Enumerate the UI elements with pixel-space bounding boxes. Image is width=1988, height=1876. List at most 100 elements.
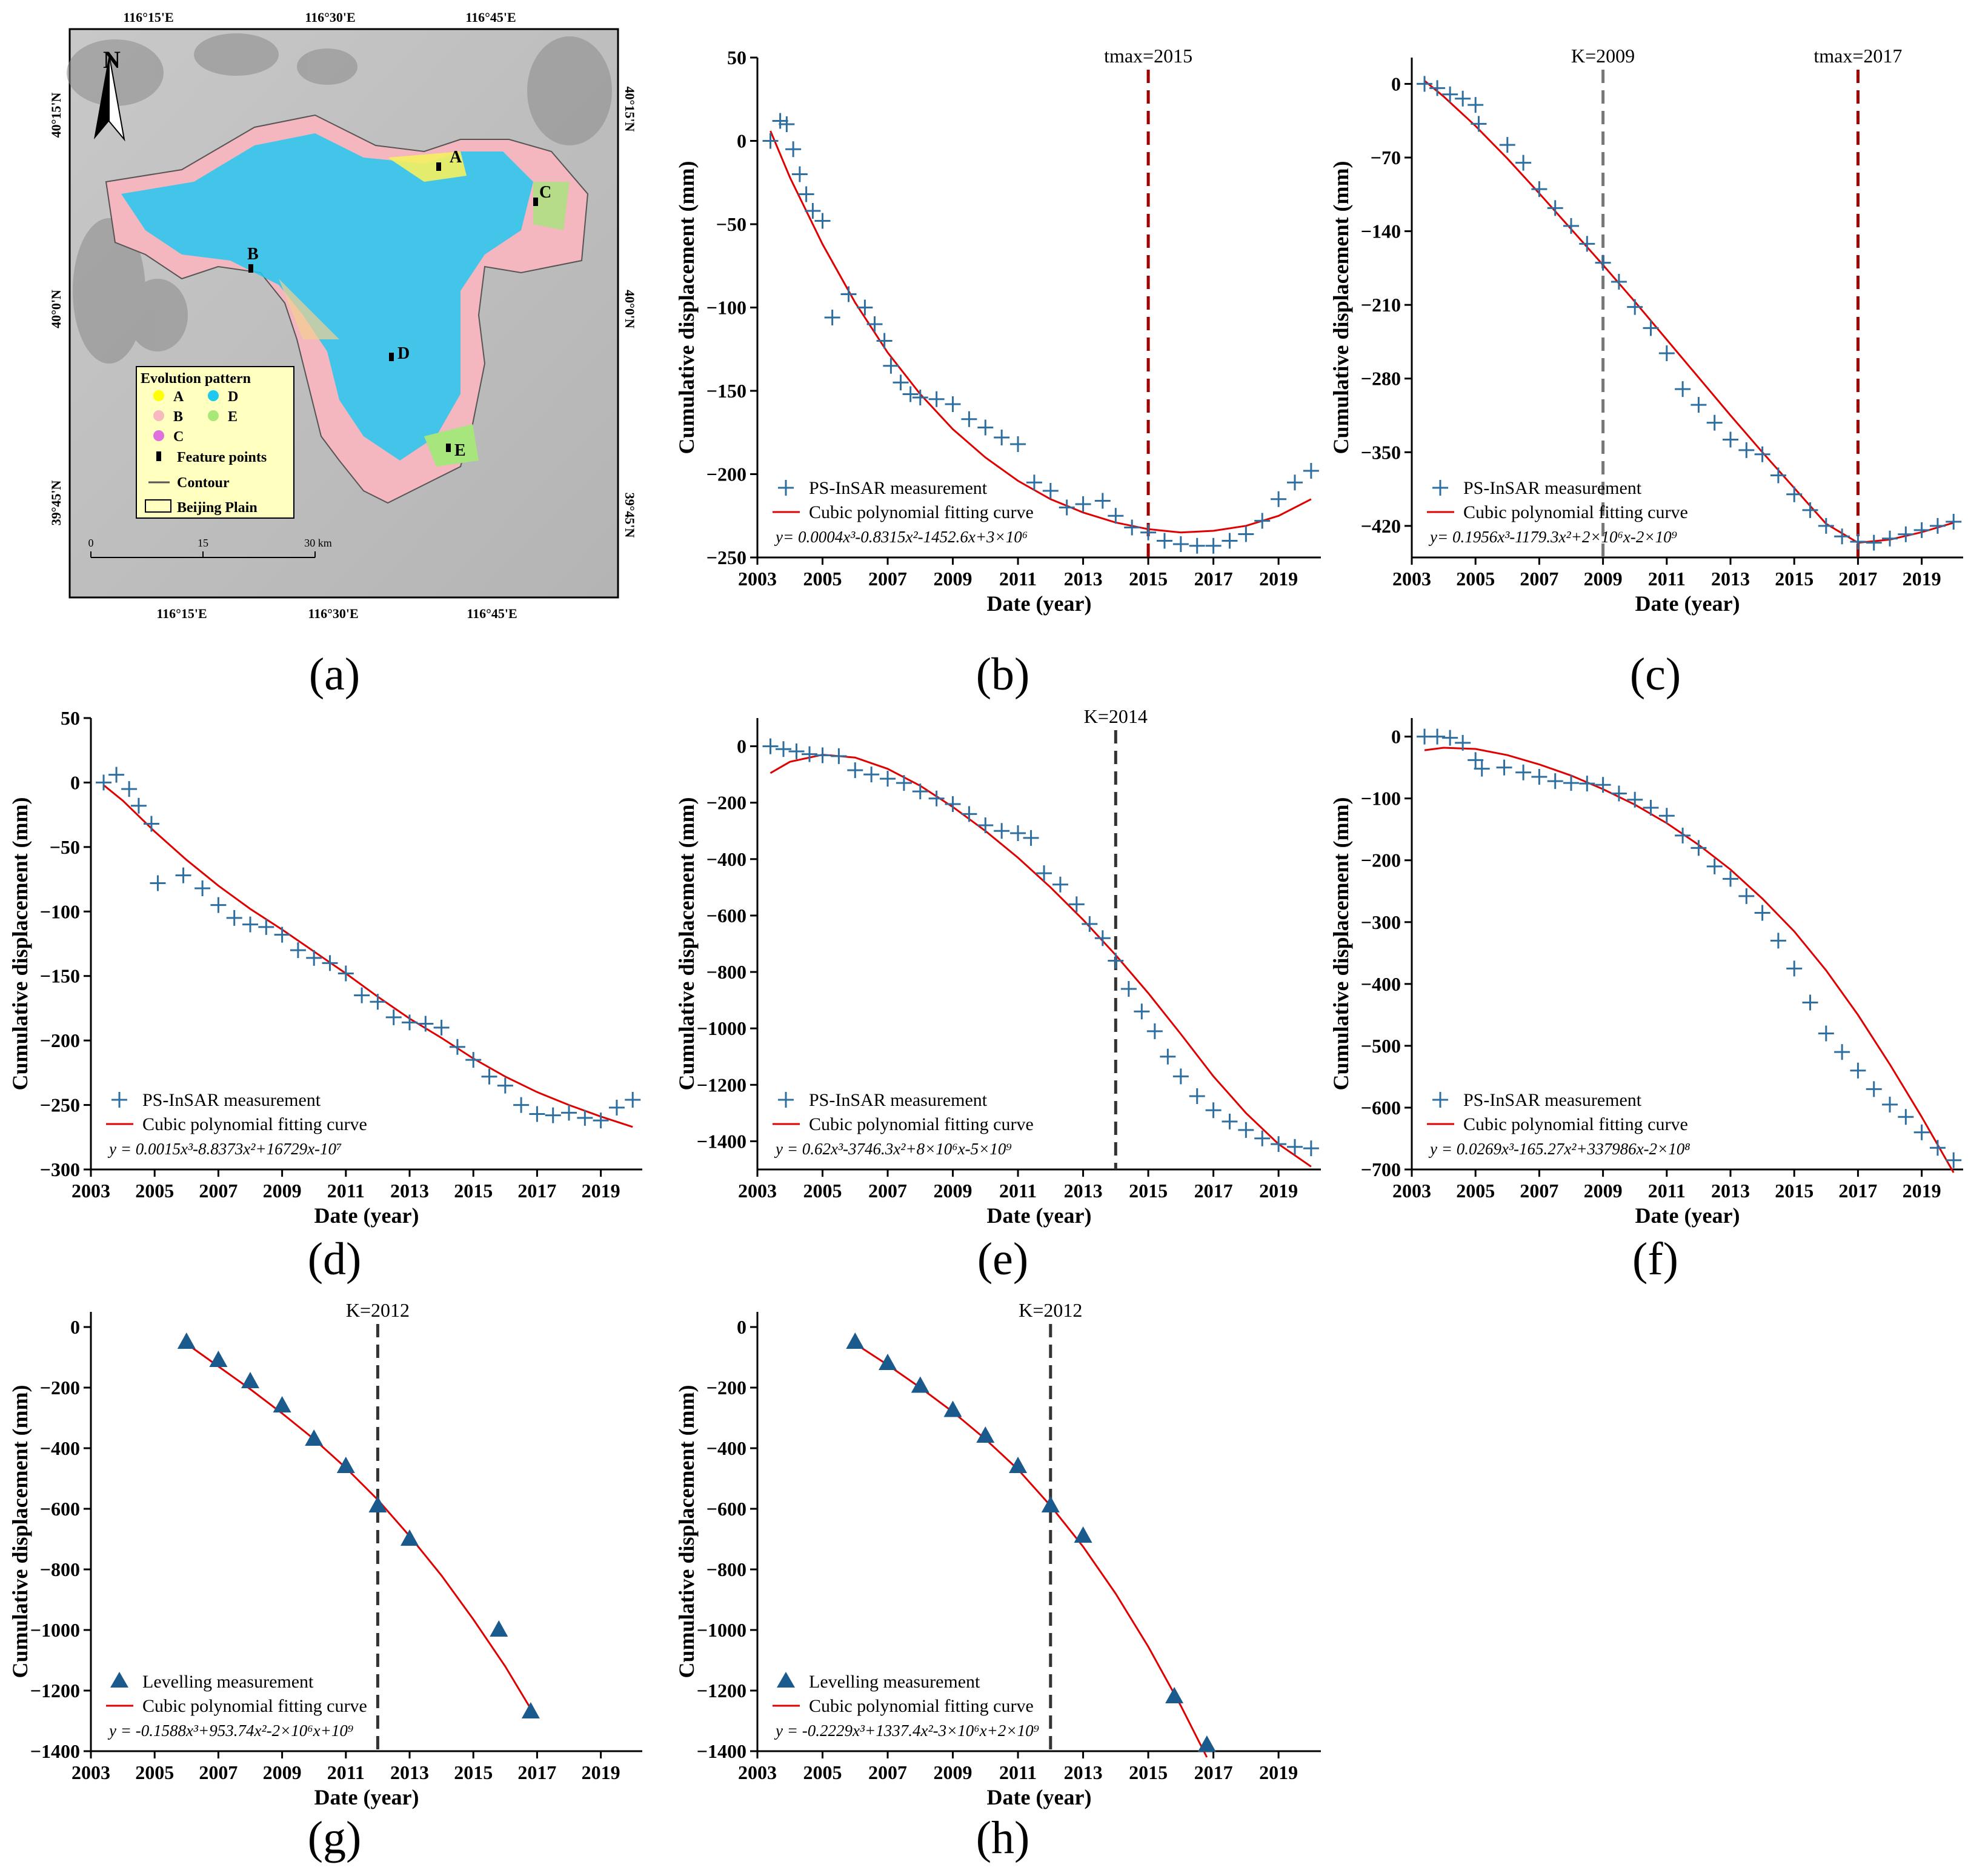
- panel-letter-b: (b): [976, 649, 1030, 700]
- data-point: [880, 771, 896, 787]
- data-point: [1690, 840, 1707, 856]
- data-point: [1474, 760, 1490, 777]
- data-point: [241, 1372, 260, 1388]
- data-point: [1563, 218, 1580, 234]
- y-tick-label: −150: [706, 380, 746, 402]
- x-axis-title: Date (year): [987, 591, 1092, 616]
- x-tick-label: 2019: [1259, 1180, 1298, 1202]
- right-tick-2: 40°0'N: [622, 290, 637, 328]
- data-point: [779, 116, 795, 132]
- x-tick-label: 2005: [803, 1180, 842, 1202]
- x-tick-label: 2003: [71, 1180, 110, 1202]
- y-tick-label: −400: [1361, 973, 1401, 995]
- y-tick-label: −300: [40, 1159, 80, 1180]
- data-point: [911, 1376, 929, 1393]
- data-point: [177, 1332, 196, 1349]
- data-point: [977, 419, 994, 436]
- x-tick-label: 2017: [517, 1180, 556, 1202]
- data-point: [1254, 1130, 1271, 1146]
- y-tick-label: 0: [737, 736, 746, 757]
- data-point: [150, 875, 166, 891]
- x-tick-label: 2019: [1259, 568, 1298, 590]
- data-point: [1042, 483, 1059, 499]
- svg-text:C: C: [173, 429, 184, 445]
- x-tick-label: 2011: [1648, 1180, 1686, 1202]
- data-point: [175, 867, 191, 883]
- data-point: [209, 1351, 228, 1367]
- data-point: [1108, 953, 1124, 969]
- data-point: [977, 817, 994, 833]
- data-point: [1882, 530, 1898, 547]
- data-point: [1189, 537, 1205, 554]
- x-tick-label: 2009: [263, 1761, 302, 1783]
- data-point: [1866, 534, 1882, 551]
- x-tick-label: 2007: [1520, 568, 1558, 590]
- x-tick-label: 2013: [1064, 1180, 1103, 1202]
- x-tick-label: 2011: [999, 1761, 1037, 1783]
- x-tick-label: 2005: [135, 1180, 174, 1202]
- y-axis-title: Cumulative displacement (mm): [1329, 797, 1353, 1091]
- data-point: [194, 880, 211, 896]
- panel-letter-a: (a): [308, 649, 361, 700]
- feature-label-e: E: [454, 441, 466, 460]
- data-point: [1770, 933, 1786, 949]
- data-point: [1643, 320, 1659, 336]
- data-point: [1627, 299, 1643, 315]
- data-point: [1913, 522, 1930, 538]
- y-tick-label: −600: [40, 1498, 80, 1520]
- x-tick-label: 2005: [1456, 568, 1495, 590]
- k-label: K=2014: [1084, 705, 1148, 727]
- data-point: [1723, 871, 1739, 887]
- data-point: [791, 166, 808, 182]
- data-point: [273, 1396, 291, 1412]
- data-point: [1611, 785, 1627, 802]
- data-point: [945, 396, 961, 412]
- legend-series-label: PS-InSAR measurement: [142, 1090, 321, 1110]
- svg-text:Beijing Plain: Beijing Plain: [177, 500, 258, 516]
- data-point: [1189, 1088, 1205, 1104]
- data-point: [385, 1009, 402, 1025]
- fit-formula: y = 0.0269x³-165.27x²+337986x-2×10⁸: [1428, 1140, 1690, 1158]
- data-point: [772, 113, 788, 129]
- x-tick-label: 2007: [868, 568, 907, 590]
- data-point: [306, 950, 322, 966]
- x-tick-label: 2015: [1129, 568, 1168, 590]
- data-point: [1094, 493, 1111, 509]
- data-point: [1068, 896, 1085, 913]
- k-label: K=2012: [346, 1299, 410, 1321]
- y-tick-label: −50: [716, 213, 746, 235]
- data-point: [1818, 1025, 1834, 1042]
- y-tick-label: −1000: [697, 1017, 746, 1039]
- y-tick-label: 0: [70, 1316, 80, 1338]
- data-point: [1850, 533, 1866, 550]
- y-tick-label: 50: [727, 47, 746, 68]
- data-point: [1818, 517, 1834, 534]
- x-tick-label: 2013: [1064, 568, 1103, 590]
- data-point: [336, 1457, 355, 1473]
- panel-letter-e: (e): [977, 1234, 1029, 1285]
- x-tick-label: 2005: [135, 1761, 174, 1783]
- data-point: [1496, 759, 1512, 776]
- data-point: [831, 748, 847, 764]
- data-point: [1222, 1113, 1238, 1129]
- data-point: [1140, 524, 1157, 541]
- x-tick-label: 2017: [1194, 568, 1233, 590]
- right-tick-1: 40°15'N: [622, 87, 637, 132]
- data-point: [1834, 1044, 1850, 1060]
- x-tick-label: 2005: [803, 568, 842, 590]
- data-point: [130, 797, 147, 814]
- data-point: [1738, 888, 1755, 904]
- data-point: [1468, 752, 1484, 768]
- fit-curve: [770, 130, 1312, 534]
- fit-formula: y= 0.1956x³-1179.3x²+2×10⁶x-2×10⁹: [1428, 528, 1677, 546]
- feature-label-a: A: [450, 148, 462, 167]
- y-tick-label: −140: [1361, 221, 1401, 242]
- x-axis-title: Date (year): [1635, 591, 1740, 616]
- data-point: [1515, 764, 1532, 780]
- data-point: [274, 926, 290, 943]
- legend-fit-label: Cubic polynomial fitting curve: [809, 502, 1034, 522]
- y-tick-label: −600: [1361, 1097, 1401, 1119]
- y-tick-label: −100: [1361, 788, 1401, 810]
- y-tick-label: −50: [50, 836, 80, 858]
- panel-letter-f: (f): [1632, 1234, 1678, 1285]
